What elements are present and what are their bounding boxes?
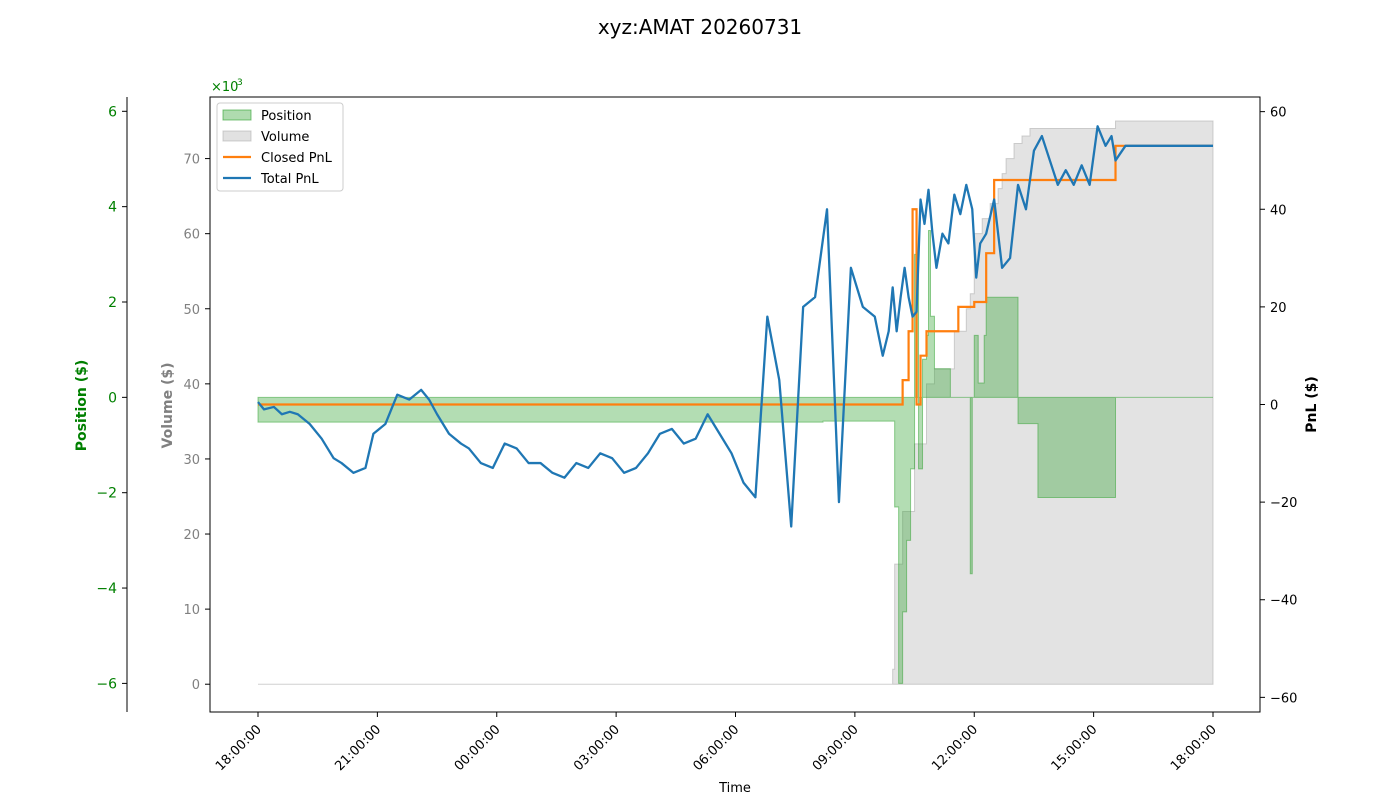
legend-label-closed-pnl: Closed PnL (261, 151, 333, 166)
volume-axis-label: Volume ($) (160, 363, 176, 449)
legend-swatch-position (222, 109, 252, 121)
legend-swatch-volume (222, 130, 252, 142)
pnl-tick-label: −20 (1270, 496, 1297, 511)
position-axis-label: Position ($) (74, 360, 90, 452)
volume-tick-label: 30 (183, 453, 200, 468)
position-tick-label: −6 (96, 676, 117, 692)
volume-tick-label: 10 (183, 603, 200, 618)
volume-axis: 70 60 50 40 30 20 10 0 Volume ($) (160, 153, 210, 693)
pnl-axis-label: PnL ($) (1304, 376, 1320, 433)
x-tick-label: 09:00:00 (810, 722, 862, 774)
pnl-tick-label: 40 (1270, 203, 1287, 218)
x-tick-label: 15:00:00 (1049, 722, 1101, 774)
chart-title: xyz:AMAT 20260731 (598, 15, 802, 39)
legend-label-volume: Volume (261, 130, 309, 145)
legend: Position Volume Closed PnL Total PnL (216, 102, 344, 192)
x-tick-label: 00:00:00 (452, 722, 504, 774)
position-tick-label: −4 (96, 581, 117, 597)
x-tick-label: 03:00:00 (571, 722, 623, 774)
x-axis-label: Time (718, 781, 751, 796)
position-multiplier-exponent: 3 (237, 78, 243, 88)
pnl-axis: 60 40 20 0 −20 −40 −60 PnL ($) (1260, 106, 1320, 706)
position-tick-label: 0 (108, 390, 117, 406)
volume-tick-label: 0 (192, 678, 200, 693)
position-tick-label: −2 (96, 486, 117, 502)
pnl-tick-label: 20 (1270, 301, 1287, 316)
total-pnl-line (257, 125, 1213, 528)
pnl-tick-label: 0 (1270, 399, 1278, 414)
x-tick-label: 18:00:00 (1168, 722, 1220, 774)
volume-tick-label: 40 (183, 378, 200, 393)
legend-label-position: Position (261, 109, 312, 124)
x-tick-label: 21:00:00 (332, 722, 384, 774)
x-tick-label: 06:00:00 (690, 722, 742, 774)
volume-tick-label: 20 (183, 528, 200, 543)
pnl-tick-label: 60 (1270, 106, 1287, 121)
closed-pnl-line (258, 144, 1213, 406)
position-multiplier-label: ×10 (211, 80, 238, 95)
pnl-tick-label: −40 (1270, 594, 1297, 609)
x-tick-label: 18:00:00 (213, 722, 265, 774)
position-tick-label: 2 (108, 295, 117, 311)
volume-tick-label: 70 (183, 153, 200, 168)
legend-box (216, 102, 344, 192)
plot-area (257, 120, 1214, 685)
position-tick-label: 6 (108, 104, 117, 120)
legend-label-total-pnl: Total PnL (260, 172, 319, 187)
position-tick-label: 4 (108, 200, 117, 216)
position-area (257, 229, 1213, 684)
pnl-tick-label: −60 (1270, 691, 1297, 706)
x-axis: 18:00:00 21:00:00 00:00:00 03:00:00 06:00:00… (213, 712, 1220, 796)
x-tick-label: 12:00:00 (929, 722, 981, 774)
volume-tick-label: 50 (183, 303, 200, 318)
volume-tick-label: 60 (183, 228, 200, 243)
